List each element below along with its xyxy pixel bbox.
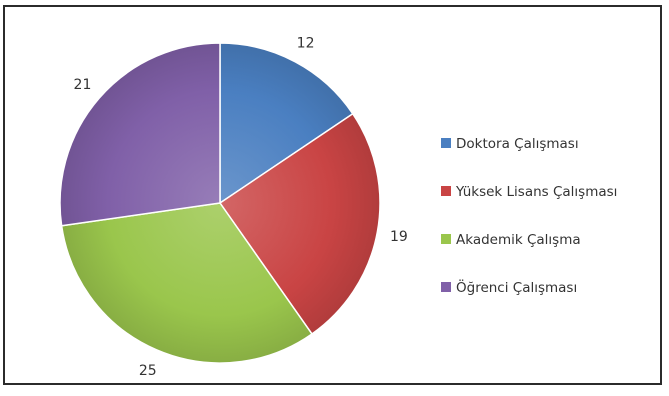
legend-label-doktora-calismasi: Doktora Çalışması — [456, 136, 579, 152]
legend-label-yuksek-lisans-calismasi: Yüksek Lisans Çalışması — [455, 184, 617, 200]
pie-value-label-yuksek-lisans-calismasi: 19 — [390, 229, 408, 245]
legend-swatch-akademik-calisma — [441, 234, 451, 244]
legend: Doktora Çalışması Yüksek Lisans Çalışması… — [441, 136, 617, 296]
pie-data-labels: 12 19 25 21 — [74, 35, 408, 379]
legend-swatch-ogrenci-calismasi — [441, 282, 451, 292]
legend-label-ogrenci-calismasi: Öğrenci Çalışması — [456, 278, 577, 296]
legend-swatch-yuksek-lisans-calismasi — [441, 186, 451, 196]
legend-label-akademik-calisma: Akademik Çalışma — [456, 232, 581, 248]
pie-slice-akademik-calisma — [60, 202, 313, 364]
pie-slices — [59, 42, 381, 364]
legend-swatch-doktora-calismasi — [441, 138, 451, 148]
pie-value-label-akademik-calisma: 25 — [139, 363, 157, 379]
pie-slice-ogrenci-calismasi — [59, 42, 221, 227]
pie-value-label-doktora-calismasi: 12 — [297, 35, 315, 51]
pie-value-label-ogrenci-calismasi: 21 — [74, 77, 92, 93]
pie-slice-yuksek-lisans-calismasi — [218, 112, 381, 336]
pie-slice-doktora-calismasi — [219, 42, 354, 205]
